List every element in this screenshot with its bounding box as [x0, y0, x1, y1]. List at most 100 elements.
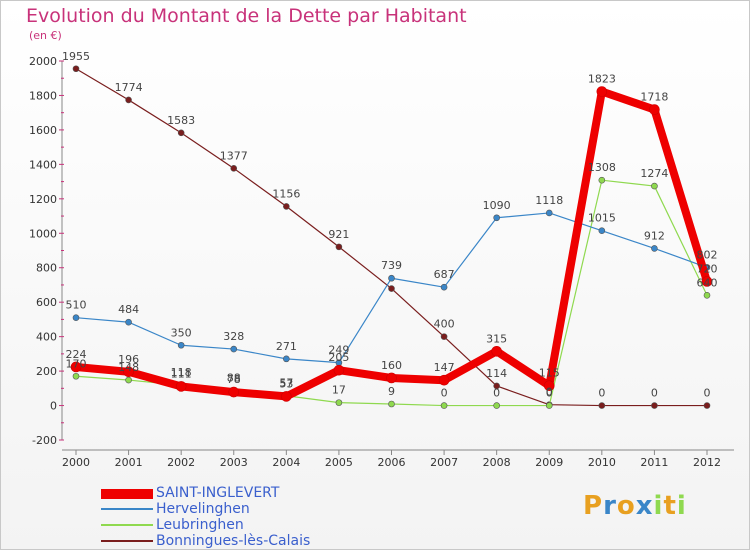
legend-swatch: [101, 540, 153, 542]
data-point: [493, 382, 500, 390]
data-label: 0: [704, 387, 711, 400]
data-point: [388, 400, 395, 408]
chart-subtitle: (en €): [29, 29, 62, 42]
data-point: [230, 345, 238, 353]
legend-swatch: [101, 489, 153, 499]
proxiti-logo: Proxiti: [583, 491, 687, 521]
data-point: [177, 341, 185, 349]
legend-label: Hervelinghen: [156, 501, 250, 517]
data-point: [175, 381, 187, 392]
data-label: 148: [118, 361, 139, 374]
logo-letter: x: [635, 491, 654, 521]
y-tick-label: 400: [36, 331, 57, 344]
data-label: 170: [66, 357, 87, 370]
data-label: 739: [381, 259, 402, 272]
x-tick-label: 2010: [588, 456, 616, 469]
data-point: [72, 314, 80, 321]
series-line: [75, 87, 711, 401]
y-tick-label: 1600: [29, 124, 57, 137]
data-label: 1823: [588, 72, 616, 85]
data-label: 510: [66, 299, 87, 312]
legend-label: SAINT-INGLEVERT: [156, 485, 280, 501]
data-point: [335, 243, 343, 251]
data-label: 0: [546, 386, 553, 399]
data-label: 0: [493, 387, 500, 400]
logo-letter: P: [583, 491, 604, 521]
data-point: [333, 364, 345, 376]
data-point: [335, 399, 343, 406]
x-tick-label: 2002: [167, 456, 195, 469]
logo-letter: r: [603, 491, 617, 521]
data-label: 687: [434, 268, 455, 281]
x-tick-label: 2012: [693, 456, 721, 469]
logo-letter: i: [676, 491, 687, 521]
data-label: 1090: [483, 199, 511, 212]
data-label: 720: [697, 263, 718, 276]
y-tick-label: 600: [36, 296, 57, 309]
data-point: [651, 245, 658, 252]
legend-label: Leubringhen: [156, 517, 244, 533]
data-label: 147: [434, 361, 455, 374]
data-point: [283, 355, 290, 363]
data-label: 315: [486, 332, 507, 345]
data-point: [543, 380, 555, 392]
data-label: 115: [539, 367, 560, 380]
data-point: [70, 361, 82, 373]
legend-swatch: [101, 524, 153, 526]
data-point: [125, 376, 132, 384]
data-label: 921: [328, 228, 349, 241]
data-point: [228, 386, 240, 398]
data-label: 640: [697, 276, 718, 289]
data-point: [440, 283, 448, 291]
data-point: [125, 318, 132, 326]
data-label: 111: [171, 367, 192, 380]
data-point: [651, 182, 658, 190]
data-label: 196: [118, 353, 139, 366]
logo-letter: i: [653, 491, 664, 521]
y-tick-label: 2000: [29, 55, 57, 68]
y-tick-label: 800: [36, 262, 57, 275]
data-point: [440, 402, 448, 409]
data-label: 9: [388, 385, 395, 398]
x-tick-label: 2007: [430, 456, 458, 469]
y-tick-label: 1800: [29, 89, 57, 102]
data-label: 57: [279, 377, 293, 390]
data-label: 1308: [588, 161, 616, 174]
x-tick-label: 2001: [115, 456, 143, 469]
data-point: [177, 129, 185, 137]
logo-letter: o: [616, 491, 636, 521]
data-point: [649, 104, 660, 115]
data-point: [388, 285, 395, 292]
data-label: 1015: [588, 212, 616, 225]
data-label: 0: [651, 387, 658, 400]
x-tick-label: 2009: [535, 456, 563, 469]
data-label: 1118: [535, 194, 563, 207]
data-label: 1583: [167, 114, 195, 127]
data-label: 118: [171, 366, 192, 379]
data-point: [545, 209, 553, 217]
data-point: [651, 402, 658, 409]
data-label: 1156: [272, 187, 300, 200]
data-label: 0: [598, 387, 605, 400]
x-tick-label: 2011: [640, 456, 668, 469]
data-label: 160: [381, 359, 402, 372]
data-label: 1274: [640, 167, 668, 180]
data-label: 53: [279, 377, 293, 390]
data-point: [125, 96, 132, 104]
x-tick-label: 2000: [62, 456, 90, 469]
legend-label: Bonningues-lès-Calais: [156, 533, 311, 549]
data-point: [703, 402, 711, 409]
y-tick-label: 200: [36, 365, 57, 378]
y-tick-label: 0: [50, 400, 57, 413]
data-point: [596, 86, 608, 97]
data-label: 249: [328, 344, 349, 357]
x-tick-label: 2004: [272, 456, 300, 469]
x-tick-label: 2006: [378, 456, 406, 469]
logo-letter: t: [663, 491, 677, 521]
data-point: [72, 65, 80, 73]
data-label: 78: [227, 373, 241, 386]
data-point: [598, 227, 606, 234]
data-label: 802: [697, 248, 718, 261]
data-label: 0: [441, 387, 448, 400]
